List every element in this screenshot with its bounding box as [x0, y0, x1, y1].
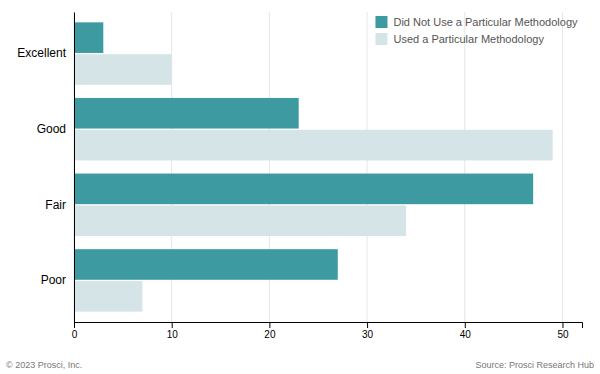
tick-mark [269, 322, 270, 328]
tick-mark [367, 322, 368, 328]
tick: 30 [362, 322, 374, 340]
legend-label: Did Not Use a Particular Methodology [393, 16, 578, 28]
tick: 0 [72, 322, 78, 340]
bar [74, 54, 172, 85]
bars [74, 22, 553, 311]
grid-line [464, 12, 465, 322]
tick-mark [74, 322, 75, 328]
tick-label: 40 [460, 329, 472, 340]
tick: Poor [41, 273, 74, 287]
tick-label: 10 [167, 329, 179, 340]
grid-line [562, 12, 563, 322]
bar [74, 249, 338, 280]
tick-label: Poor [41, 273, 66, 287]
tick-label: Excellent [17, 46, 66, 60]
grid-line [74, 12, 75, 322]
grid-line [367, 12, 368, 322]
bar [74, 130, 553, 161]
tick-label: 0 [72, 329, 78, 340]
tick: 10 [167, 322, 179, 340]
legend-label: Used a Particular Methodology [393, 33, 544, 45]
axis-line [74, 13, 75, 323]
tick-label: 50 [557, 329, 569, 340]
legend-item: Did Not Use a Particular Methodology [375, 16, 578, 28]
tick-mark [562, 322, 563, 328]
annotation: Source: Prosci Research Hub [475, 360, 594, 370]
tick: 50 [557, 322, 569, 340]
grid [74, 12, 562, 322]
plot: 0 10 20 30 40 50 Poor Fair Good Excellent Did Not … [17, 12, 582, 340]
legend-item: Used a Particular Methodology [375, 33, 544, 45]
bar [74, 281, 142, 312]
legend: Did Not Use a Particular Methodology Used… [375, 16, 578, 45]
legend-swatch [375, 16, 387, 28]
tick: Excellent [17, 46, 74, 60]
annotation: © 2023 Prosci, Inc. [6, 360, 82, 370]
tick-label: 30 [362, 329, 374, 340]
x-axis: 0 10 20 30 40 50 [72, 322, 583, 340]
tick: Fair [45, 198, 74, 212]
axis-line [75, 323, 583, 329]
tick-mark [172, 322, 173, 328]
tick: 40 [460, 322, 472, 340]
chart: 0 10 20 30 40 50 Poor Fair Good Excellent Did Not … [0, 0, 600, 374]
bar [74, 98, 299, 129]
tick: Good [37, 122, 74, 136]
tick-mark [465, 322, 466, 328]
bar [74, 205, 406, 236]
tick-label: 20 [264, 329, 276, 340]
y-axis: Poor Fair Good Excellent [17, 13, 74, 323]
legend-swatch [375, 33, 387, 45]
bar [74, 22, 103, 53]
series [74, 54, 553, 311]
tick-label: Fair [45, 198, 66, 212]
bar [74, 174, 533, 205]
tick: 20 [264, 322, 276, 340]
tick-label: Good [37, 122, 66, 136]
